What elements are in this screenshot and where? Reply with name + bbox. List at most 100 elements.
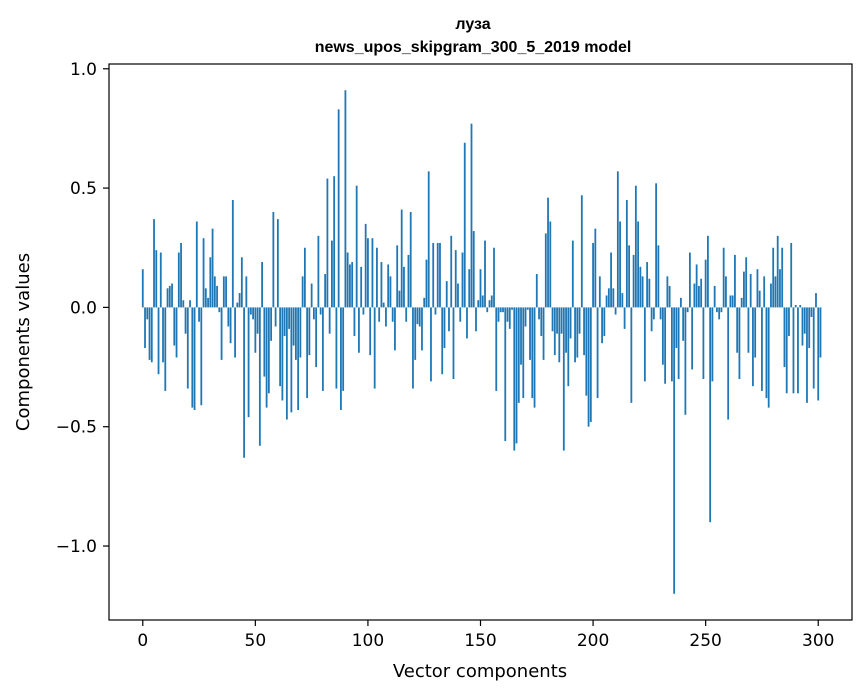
bar	[326, 178, 329, 308]
bar	[256, 307, 259, 334]
bar	[529, 307, 531, 360]
bar	[623, 307, 626, 329]
bar	[153, 219, 155, 308]
bar	[234, 307, 236, 358]
x-tick-label: 200	[577, 631, 609, 651]
x-tick-label: 250	[689, 631, 721, 651]
bar	[421, 307, 423, 351]
bar	[342, 307, 345, 391]
bar	[475, 307, 477, 332]
bar	[457, 283, 459, 308]
bar	[229, 307, 232, 344]
bar	[252, 307, 254, 320]
bar	[288, 307, 291, 329]
bar	[745, 257, 748, 308]
bar-series	[141, 90, 822, 594]
bar	[373, 307, 376, 389]
bar	[265, 307, 268, 408]
bar	[481, 295, 484, 308]
bar	[400, 209, 403, 308]
bar	[817, 307, 820, 401]
bar	[666, 276, 669, 308]
bar	[758, 290, 761, 308]
bar	[443, 307, 446, 348]
x-tick-label: 300	[802, 631, 834, 651]
bar	[267, 307, 270, 394]
bar	[396, 245, 399, 308]
bar	[312, 307, 315, 320]
bar	[355, 185, 358, 308]
bar	[779, 269, 781, 308]
bar	[736, 307, 739, 353]
bar	[601, 307, 603, 344]
bar	[263, 307, 266, 377]
x-tick-label: 150	[464, 631, 496, 651]
bar	[272, 211, 275, 308]
bar	[166, 288, 169, 308]
bar	[598, 276, 601, 308]
bar	[436, 242, 439, 308]
bar	[364, 223, 367, 308]
bar	[231, 200, 234, 308]
bar	[168, 285, 171, 308]
bar	[191, 307, 194, 408]
bar	[376, 247, 378, 308]
bar	[743, 271, 745, 308]
bar	[466, 307, 468, 339]
bar	[349, 264, 351, 308]
bar	[517, 307, 520, 403]
bar	[520, 307, 522, 365]
bar	[720, 307, 723, 313]
bar	[603, 307, 606, 337]
bar	[193, 307, 196, 411]
y-tick-label: 0.0	[70, 298, 97, 318]
bar	[247, 307, 250, 418]
bar	[371, 238, 374, 308]
bar	[303, 247, 306, 308]
bar	[691, 307, 694, 370]
bar	[551, 307, 554, 332]
bar	[614, 307, 617, 315]
bar	[621, 293, 624, 308]
bar	[522, 307, 525, 399]
bar	[801, 307, 804, 346]
bar	[276, 219, 279, 308]
bar	[144, 307, 146, 348]
bar	[616, 171, 619, 308]
bar	[391, 307, 394, 322]
bar	[657, 245, 660, 308]
bar	[763, 276, 766, 308]
bar	[218, 307, 221, 313]
bar	[679, 297, 682, 308]
bar	[394, 307, 396, 351]
bar	[772, 247, 775, 308]
bar	[141, 269, 144, 308]
bar	[673, 307, 676, 594]
bar	[344, 90, 347, 308]
bar	[535, 273, 538, 308]
bar	[526, 307, 529, 310]
bar	[245, 276, 248, 308]
bar	[756, 269, 759, 308]
y-axis-ticks: 1.0 0.5 0.0 −0.5 −1.0	[56, 60, 109, 557]
bar	[292, 307, 295, 346]
bar	[452, 307, 455, 379]
bar	[511, 307, 513, 310]
bar	[358, 307, 360, 353]
bar	[711, 307, 714, 382]
bar	[479, 269, 482, 308]
bar	[810, 307, 813, 317]
chart-title: луза	[455, 16, 490, 33]
bar	[254, 307, 257, 353]
bar	[547, 197, 549, 308]
bar	[783, 307, 786, 368]
bar	[803, 307, 806, 334]
bar	[146, 307, 149, 320]
bar	[565, 307, 567, 353]
bar	[337, 109, 340, 308]
bar	[484, 240, 486, 308]
bar	[238, 293, 241, 308]
bar	[186, 307, 189, 389]
bar	[306, 307, 309, 399]
bar	[808, 307, 811, 348]
